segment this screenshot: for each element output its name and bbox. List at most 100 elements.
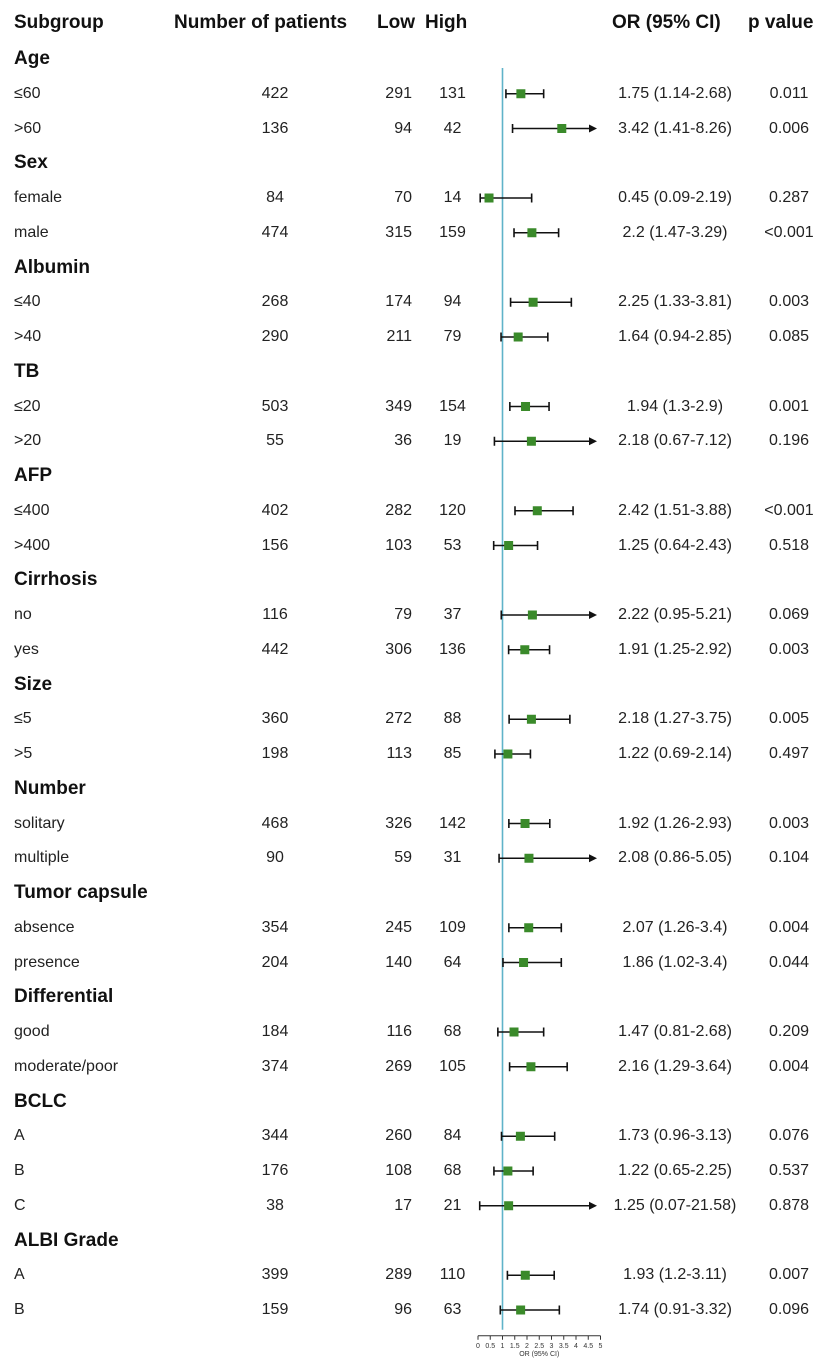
or-ci-text: 2.08 (0.86-5.05) [618,849,732,867]
p-value: 0.537 [768,1162,810,1179]
low-count: 108 [385,1162,412,1179]
table-row: good 184 116 68 1.47 (0.81-2.68) 0.209 [0,1015,830,1049]
low-count: 116 [386,1023,412,1040]
table-row: B 176 108 68 1.22 (0.65-2.25) 0.537 [0,1154,830,1188]
subgroup-label: moderate/poor [14,1057,119,1075]
table-row: ≤20 503 349 154 1.94 (1.3-2.9) 0.001 [0,390,830,424]
subgroup-label: B [14,1301,25,1318]
header-low: Low [377,12,415,33]
low-count: 306 [385,640,412,658]
point-estimate-marker [520,1270,530,1280]
subgroup-label: >5 [14,745,33,762]
subgroup-label: presence [14,953,80,971]
x-tick-label: 3.5 [559,1343,569,1350]
subgroup-label: ≤400 [14,501,50,519]
subgroup-label: B [14,1162,25,1179]
high-count: 19 [443,432,462,450]
or-ci-text: 1.86 (1.02-3.4) [622,953,728,971]
high-count: 63 [443,1301,462,1318]
table-row: >40 290 211 79 1.64 (0.94-2.85) 0.085 [0,320,830,354]
table-row: >5 198 113 85 1.22 (0.69-2.14) 0.497 [0,737,830,771]
group-title: Tumor capsule [14,882,148,903]
high-count: 154 [439,397,466,415]
high-count: 37 [443,606,462,623]
x-tick-label: 0 [476,1343,480,1350]
or-ci-text: 1.47 (0.81-2.68) [618,1023,732,1040]
p-value: 0.003 [768,640,810,658]
or-ci-text: 2.22 (0.95-5.21) [618,606,732,623]
low-count: 315 [385,223,412,241]
x-tick-label: 2 [525,1343,529,1350]
patients-count: 38 [266,1196,284,1214]
group-title: Cirrhosis [14,569,98,591]
group-header: TB [0,355,830,389]
or-ci-text: 2.42 (1.51-3.88) [618,501,732,519]
patients-count: 268 [261,293,289,311]
patients-count: 184 [261,1023,289,1040]
patients-count: 204 [261,953,289,971]
table-row: ≤400 402 282 120 2.42 (1.51-3.88) <0.001 [0,494,830,528]
high-count: 120 [439,501,466,519]
table-row: C 38 17 21 1.25 (0.07-21.58) 0.878 [0,1189,830,1223]
low-count: 79 [394,606,412,623]
subgroup-label: >20 [14,432,42,450]
subgroup-label: no [14,606,32,623]
point-estimate-marker [526,1062,536,1072]
table-row: B 159 96 63 1.74 (0.91-3.32) 0.096 [0,1293,830,1327]
or-ci-text: 2.18 (1.27-3.75) [618,710,732,728]
high-count: 85 [443,745,462,762]
or-ci-text: 1.25 (0.07-21.58) [613,1196,737,1214]
subgroup-label: male [14,223,49,241]
p-value: 0.497 [768,745,810,762]
p-value: 0.085 [768,328,810,345]
low-count: 326 [385,814,412,832]
low-count: 17 [394,1196,412,1214]
point-estimate-marker [503,1166,513,1176]
p-value: 0.007 [768,1266,810,1284]
subgroup-label: female [14,189,63,206]
point-estimate-marker [504,1201,514,1211]
table-row: >60 136 94 42 3.42 (1.41-8.26) 0.006 [0,112,830,146]
p-value: 0.004 [768,1057,810,1075]
group-title: Age [14,48,50,69]
point-estimate-marker [521,402,531,411]
x-tick-label: 1.5 [510,1343,520,1350]
group-header: Differential [0,980,830,1014]
header-number-of-patients: Number of patients [174,12,348,33]
group-header: BCLC [0,1085,830,1119]
table-row: male 474 315 159 2.2 (1.47-3.29) <0.001 [0,216,830,250]
p-value: 0.044 [768,953,810,971]
ci-arrowhead [589,124,597,133]
group-header: Tumor capsule [0,876,830,910]
table-row: solitary 468 326 142 1.92 (1.26-2.93) 0.003 [0,807,830,841]
low-count: 282 [385,501,412,519]
low-count: 113 [386,745,412,762]
point-estimate-marker [528,297,538,307]
subgroup-label: ≤40 [14,293,41,311]
group-title: Number [14,777,86,799]
group-title: Albumin [14,256,90,278]
patients-count: 360 [261,710,289,728]
high-count: 105 [439,1057,466,1075]
patients-count: 468 [261,814,289,832]
low-count: 211 [386,328,412,345]
table-row: A 344 260 84 1.73 (0.96-3.13) 0.076 [0,1119,830,1153]
patients-count: 399 [261,1266,289,1284]
subgroup-label: A [14,1266,25,1284]
patients-count: 402 [261,501,289,519]
table-row: female 84 70 14 0.45 (0.09-2.19) 0.287 [0,181,830,215]
ci-arrowhead [589,854,597,863]
low-count: 289 [385,1266,412,1284]
subgroup-label: absence [14,918,75,936]
high-count: 109 [439,918,466,936]
low-count: 272 [385,710,412,728]
patients-count: 354 [261,918,289,936]
patients-count: 344 [261,1127,289,1145]
or-ci-text: 2.2 (1.47-3.29) [622,223,728,241]
high-count: 142 [439,814,466,832]
p-value: 0.069 [768,606,810,623]
or-ci-text: 1.64 (0.94-2.85) [618,328,732,345]
patients-count: 176 [261,1162,289,1179]
high-count: 110 [439,1266,466,1284]
